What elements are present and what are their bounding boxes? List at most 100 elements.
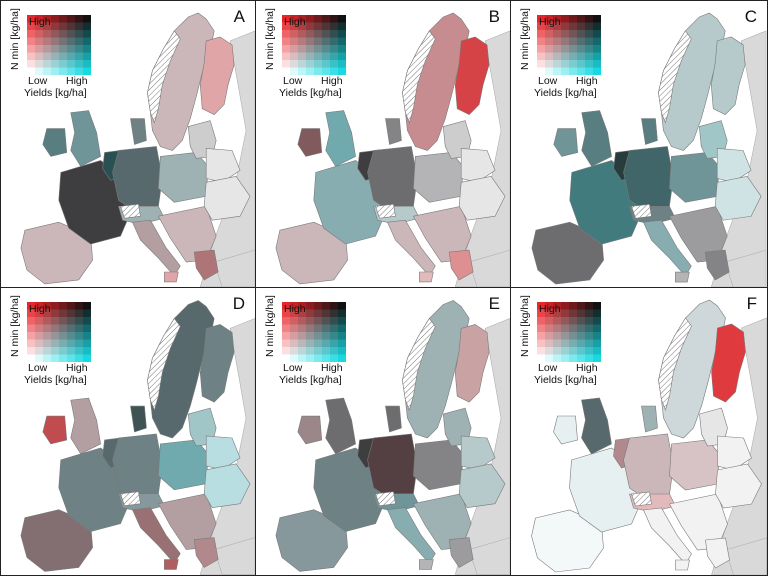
- legend-high-yield-label: High: [321, 362, 343, 374]
- legend-cell: [593, 309, 601, 318]
- legend-cell: [577, 324, 586, 333]
- legend-cell: [51, 37, 60, 46]
- legend-y-label: N min [kg/ha]: [264, 8, 276, 70]
- legend-cell: [27, 354, 36, 362]
- non-eu-land-turkey: [724, 249, 767, 287]
- legend-cell: [569, 339, 578, 348]
- legend-cell: [27, 67, 36, 75]
- legend-high-n-label: High: [539, 303, 561, 315]
- no-data-norway: [147, 30, 181, 124]
- legend-cell: [306, 22, 315, 31]
- legend-cell: [585, 354, 594, 362]
- region-belarus: [460, 148, 496, 183]
- legend-cell: [585, 45, 594, 53]
- legend-high-n-label: High: [539, 16, 561, 28]
- legend-cell: [314, 302, 323, 310]
- no-data-norway: [658, 30, 692, 124]
- legend-cell: [561, 339, 570, 348]
- region-greece: [193, 537, 219, 568]
- legend-cell: [322, 67, 331, 75]
- legend-cell: [75, 347, 84, 355]
- legend-cell: [545, 317, 554, 325]
- legend-cell: [298, 67, 307, 75]
- legend-cell: [35, 354, 44, 362]
- legend-cell: [553, 52, 562, 61]
- legend-cell: [577, 339, 586, 348]
- legend-cell: [306, 15, 315, 23]
- legend-cell: [51, 354, 60, 362]
- legend-cell: [35, 30, 44, 38]
- legend-cell: [330, 37, 339, 46]
- legend-cell: [306, 332, 315, 340]
- legend-cell: [338, 30, 346, 38]
- legend-cell: [35, 347, 44, 355]
- legend-cell: [306, 52, 315, 61]
- legend-cell: [553, 309, 562, 318]
- legend-cell: [553, 60, 562, 68]
- region-finland: [711, 323, 746, 403]
- region-uk: [325, 397, 356, 455]
- legend-cell: [561, 67, 570, 75]
- legend-cell: [306, 37, 315, 46]
- legend-cell: [553, 302, 562, 310]
- legend-color-square: [27, 302, 91, 362]
- legend-color-square: [282, 15, 346, 75]
- legend-cell: [545, 37, 554, 46]
- legend-cell: [75, 52, 84, 61]
- legend-cell: [322, 302, 331, 310]
- legend-cell: [593, 302, 601, 310]
- region-sicily: [419, 559, 434, 570]
- legend-cell: [298, 309, 307, 318]
- region-greece: [193, 249, 219, 281]
- legend-cell: [67, 45, 76, 53]
- legend-cell: [290, 22, 299, 31]
- no-data-norway: [402, 30, 436, 124]
- legend-cell: [67, 354, 76, 362]
- legend-cell: [35, 67, 44, 75]
- legend-cell: [27, 60, 36, 68]
- legend-cell: [298, 37, 307, 46]
- legend-cell: [27, 52, 36, 61]
- legend-x-label: Yields [kg/ha]: [534, 374, 597, 386]
- legend-cell: [338, 60, 346, 68]
- legend-cell: [75, 60, 84, 68]
- legend-cell: [577, 354, 586, 362]
- legend-cell: [83, 332, 91, 340]
- legend-cell: [569, 52, 578, 61]
- legend-cell: [577, 22, 586, 31]
- legend-cell: [569, 37, 578, 46]
- legend-cell: [75, 354, 84, 362]
- legend-cell: [83, 317, 91, 325]
- legend-cell: [290, 354, 299, 362]
- legend-cell: [83, 45, 91, 53]
- bivariate-legend: N min [kg/ha] High Low High Yields [kg/ha]: [7, 295, 117, 386]
- legend-cell: [537, 354, 546, 362]
- legend-cell: [282, 45, 291, 53]
- legend-cell: [561, 45, 570, 53]
- panel-letter: E: [488, 294, 500, 313]
- legend-cell: [593, 339, 601, 348]
- legend-cell: [290, 347, 299, 355]
- legend-cell: [290, 45, 299, 53]
- legend-cell: [83, 15, 91, 23]
- region-denmark: [385, 405, 402, 433]
- legend-cell: [593, 15, 601, 23]
- legend-cell: [83, 67, 91, 75]
- legend-cell: [322, 37, 331, 46]
- legend-cell: [67, 52, 76, 61]
- legend-cell: [51, 52, 60, 61]
- legend-cell: [577, 45, 586, 53]
- bivariate-legend: N min [kg/ha] High Low High Yields [kg/ha]: [262, 8, 372, 99]
- legend-cell: [561, 309, 570, 318]
- legend-cell: [282, 22, 291, 31]
- legend-cell: [83, 347, 91, 355]
- legend-low-label: Low: [28, 75, 48, 87]
- legend-cell: [322, 354, 331, 362]
- legend-cell: [593, 317, 601, 325]
- legend-cell: [537, 60, 546, 68]
- legend-cell: [537, 15, 546, 23]
- legend-cell: [577, 30, 586, 38]
- legend-cell: [537, 324, 546, 333]
- legend-cell: [330, 339, 339, 348]
- legend-cell: [67, 37, 76, 46]
